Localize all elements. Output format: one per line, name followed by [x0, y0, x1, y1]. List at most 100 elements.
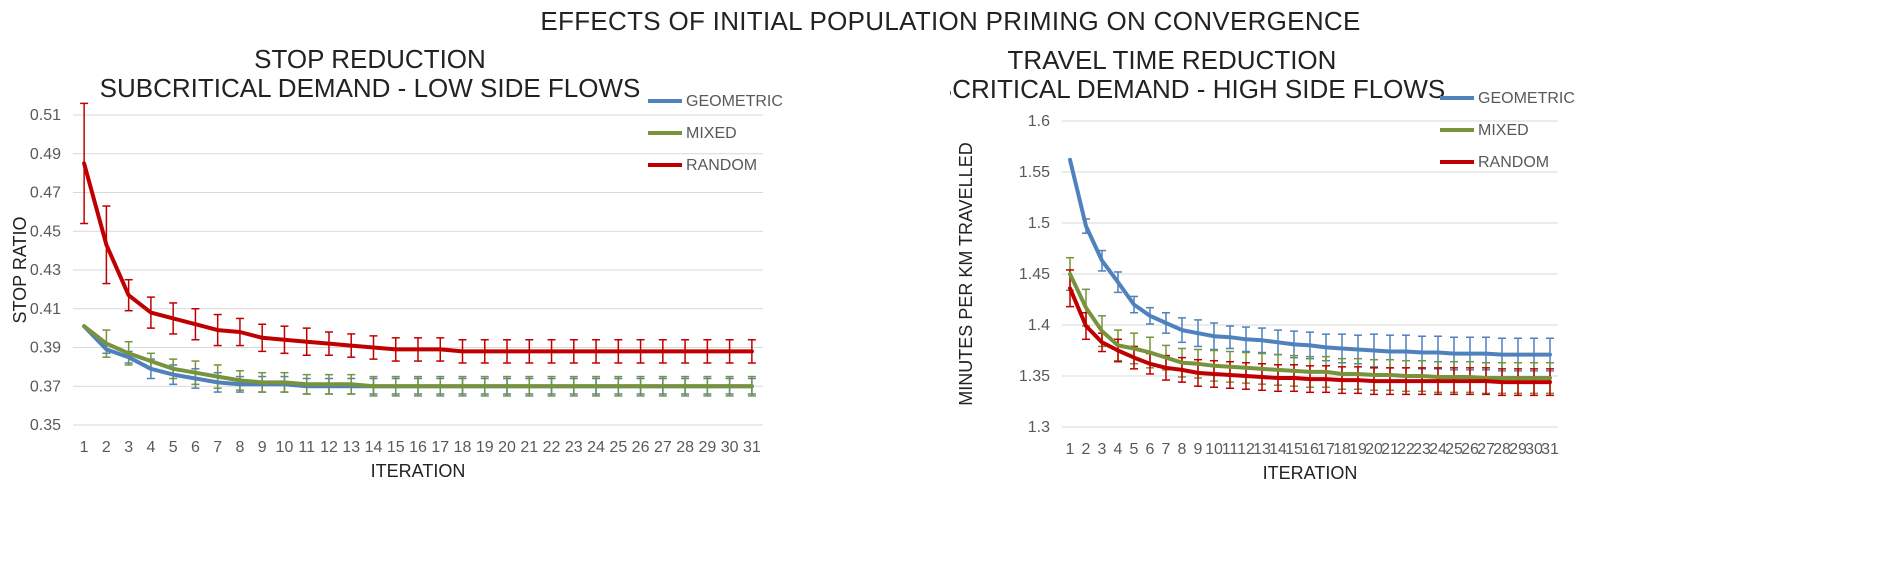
y-axis-label: MINUTES PER KM TRAVELLED: [956, 142, 976, 405]
series-line-random: [82, 161, 754, 354]
y-tick-label: 0.45: [30, 223, 61, 240]
chart-title-line: SUBCRITICAL DEMAND - HIGH SIDE FLOWS: [950, 74, 1445, 104]
y-tick-label: 1.35: [1019, 368, 1050, 385]
y-tick-label: 1.45: [1019, 266, 1050, 283]
x-tick-label: 23: [565, 439, 583, 456]
x-tick-label: 24: [587, 439, 605, 456]
x-tick-label: 22: [1397, 441, 1415, 458]
x-tick-label: 11: [298, 439, 315, 456]
series-line-mixed: [82, 324, 754, 389]
x-tick-label: 13: [342, 439, 360, 456]
x-tick-label: 1: [1066, 441, 1075, 458]
legend-label-mixed: MIXED: [686, 125, 737, 142]
figure-title: EFFECTS OF INITIAL POPULATION PRIMING ON…: [540, 6, 1361, 36]
x-tick-label: 30: [1525, 441, 1543, 458]
x-tick-label: 28: [1493, 441, 1511, 458]
x-tick-label: 21: [520, 439, 538, 456]
y-tick-label: 1.5: [1028, 215, 1050, 232]
x-tick-label: 18: [454, 439, 472, 456]
y-tick-label: 0.39: [30, 340, 61, 357]
x-axis-label: ITERATION: [371, 461, 466, 481]
x-tick-label: 25: [609, 439, 627, 456]
x-tick-label: 29: [1509, 441, 1527, 458]
x-tick-label: 3: [124, 439, 133, 456]
x-tick-label: 29: [698, 439, 716, 456]
x-tick-label: 9: [1194, 441, 1203, 458]
legend-label-geometric: GEOMETRIC: [686, 93, 783, 110]
x-tick-label: 5: [169, 439, 178, 456]
x-tick-label: 2: [102, 439, 111, 456]
x-tick-label: 26: [1461, 441, 1479, 458]
y-tick-label: 0.51: [30, 107, 61, 124]
x-tick-label: 17: [1317, 441, 1335, 458]
x-tick-label: 21: [1381, 441, 1399, 458]
y-tick-label: 1.6: [1028, 113, 1050, 130]
x-tick-label: 19: [1349, 441, 1367, 458]
x-tick-label: 14: [1269, 441, 1287, 458]
x-tick-label: 18: [1333, 441, 1351, 458]
x-tick-label: 20: [1365, 441, 1383, 458]
x-tick-label: 19: [476, 439, 494, 456]
series-line-mixed: [1068, 272, 1552, 380]
x-tick-label: 27: [654, 439, 672, 456]
chart-title-line: SUBCRITICAL DEMAND - LOW SIDE FLOWS: [100, 73, 641, 103]
x-axis-label: ITERATION: [1263, 463, 1358, 483]
x-tick-label: 10: [1205, 441, 1223, 458]
x-tick-label: 16: [1301, 441, 1319, 458]
x-tick-label: 16: [409, 439, 427, 456]
x-tick-label: 6: [1146, 441, 1155, 458]
x-tick-label: 20: [498, 439, 516, 456]
x-tick-label: 7: [1162, 441, 1171, 458]
y-axis-label: STOP RATIO: [10, 216, 30, 323]
y-tick-label: 0.41: [30, 301, 61, 318]
x-tick-label: 31: [1541, 441, 1559, 458]
x-tick-label: 23: [1413, 441, 1431, 458]
x-tick-label: 26: [632, 439, 650, 456]
y-tick-label: 0.35: [30, 417, 61, 434]
x-tick-label: 30: [721, 439, 739, 456]
x-tick-label: 31: [743, 439, 761, 456]
x-tick-label: 15: [1285, 441, 1303, 458]
x-tick-label: 11: [1222, 441, 1239, 458]
x-tick-label: 17: [431, 439, 449, 456]
x-tick-label: 25: [1445, 441, 1463, 458]
x-tick-label: 8: [1178, 441, 1187, 458]
x-tick-label: 6: [191, 439, 200, 456]
x-tick-label: 12: [1237, 441, 1255, 458]
x-tick-label: 14: [365, 439, 383, 456]
x-tick-label: 2: [1082, 441, 1091, 458]
series-line-random: [1068, 286, 1552, 385]
x-tick-label: 9: [258, 439, 267, 456]
y-tick-label: 0.47: [30, 185, 61, 202]
x-tick-label: 3: [1098, 441, 1107, 458]
x-tick-label: 8: [235, 439, 244, 456]
y-tick-label: 1.3: [1028, 419, 1050, 436]
legend-label-random: RANDOM: [686, 157, 757, 174]
x-tick-label: 22: [543, 439, 561, 456]
x-tick-label: 7: [213, 439, 222, 456]
y-tick-label: 0.37: [30, 378, 61, 395]
x-tick-label: 4: [1114, 441, 1123, 458]
legend-label-random: RANDOM: [1478, 154, 1549, 171]
legend-label-mixed: MIXED: [1478, 122, 1529, 139]
chart-title-line: TRAVEL TIME REDUCTION: [1008, 45, 1337, 75]
series-random: [80, 102, 756, 364]
chart-title-line: STOP REDUCTION: [254, 44, 486, 74]
y-tick-label: 1.4: [1028, 317, 1050, 334]
x-tick-label: 15: [387, 439, 405, 456]
x-tick-label: 28: [676, 439, 694, 456]
x-tick-label: 12: [320, 439, 338, 456]
y-tick-label: 0.49: [30, 146, 61, 163]
x-tick-label: 10: [276, 439, 294, 456]
series-line-geometric: [1068, 157, 1552, 357]
y-tick-label: 0.43: [30, 262, 61, 279]
legend-label-geometric: GEOMETRIC: [1478, 90, 1575, 107]
x-tick-label: 13: [1253, 441, 1271, 458]
x-tick-label: 4: [146, 439, 155, 456]
x-tick-label: 27: [1477, 441, 1495, 458]
x-tick-label: 5: [1130, 441, 1139, 458]
x-tick-label: 1: [80, 439, 89, 456]
